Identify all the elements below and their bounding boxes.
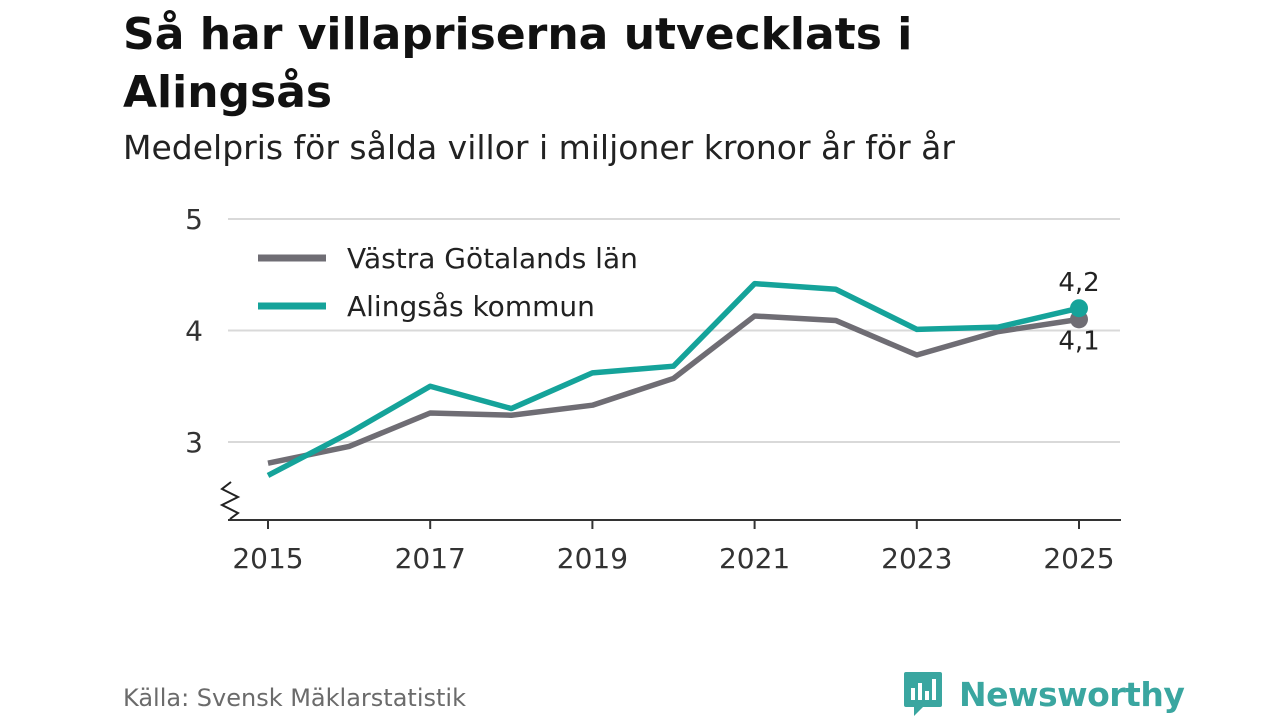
y-axis-break-icon xyxy=(219,481,241,520)
y-tick-label-4: 4 xyxy=(185,315,203,348)
x-tick-label-2017: 2017 xyxy=(395,542,466,575)
x-tick-label-2025: 2025 xyxy=(1043,542,1114,575)
x-tick-label-2023: 2023 xyxy=(881,542,952,575)
legend-label-0: Västra Götalands län xyxy=(347,242,638,275)
brand-name: Newsworthy xyxy=(959,674,1185,714)
end-label-kommun: 4,2 xyxy=(1058,268,1099,298)
end-label-lan: 4,1 xyxy=(1058,326,1099,356)
series-line-0 xyxy=(267,313,1080,466)
data-point-1-2025 xyxy=(1070,299,1088,318)
y-tick-label-5: 5 xyxy=(185,203,203,236)
y-tick-label-3: 3 xyxy=(185,426,203,459)
x-tick-label-2021: 2021 xyxy=(719,542,790,575)
newsworthy-logo-icon xyxy=(904,672,942,716)
x-tick-label-2015: 2015 xyxy=(232,542,303,575)
chart-title: Så har villapriserna utvecklats i Alings… xyxy=(123,9,913,118)
legend-label-1: Alingsås kommun xyxy=(347,290,595,323)
series-line-1 xyxy=(266,280,1080,478)
newsworthy-logo: Newsworthy xyxy=(903,671,1185,717)
x-tick-label-2019: 2019 xyxy=(557,542,628,575)
chart-subtitle: Medelpris för sålda villor i miljoner kr… xyxy=(123,128,955,167)
line-chart: 3 4 5 2015 2017 2019 2021 2023 2025 4,2 4,1 Västra … xyxy=(185,203,1121,575)
source-note: Källa: Svensk Mäklarstatistik xyxy=(123,684,466,712)
